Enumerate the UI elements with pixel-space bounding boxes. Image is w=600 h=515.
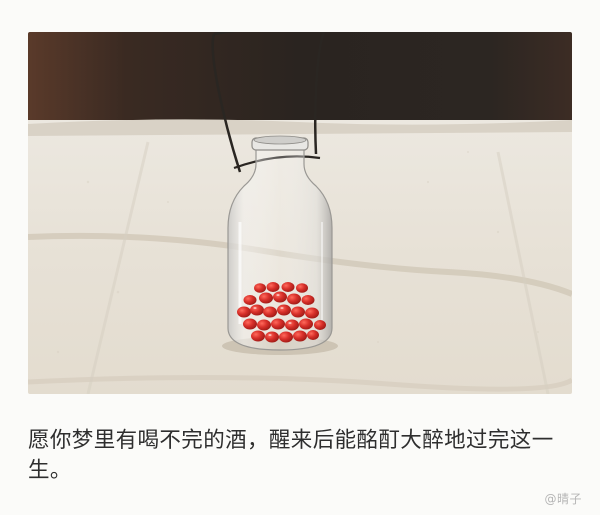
caption-text: 愿你梦里有喝不完的酒，醒来后能酩酊大醉地过完这一生。 [28, 428, 554, 483]
watermark: @晴子 [544, 492, 582, 506]
photo [28, 32, 572, 394]
bottle-photo [28, 32, 572, 394]
red-beans [237, 282, 326, 343]
